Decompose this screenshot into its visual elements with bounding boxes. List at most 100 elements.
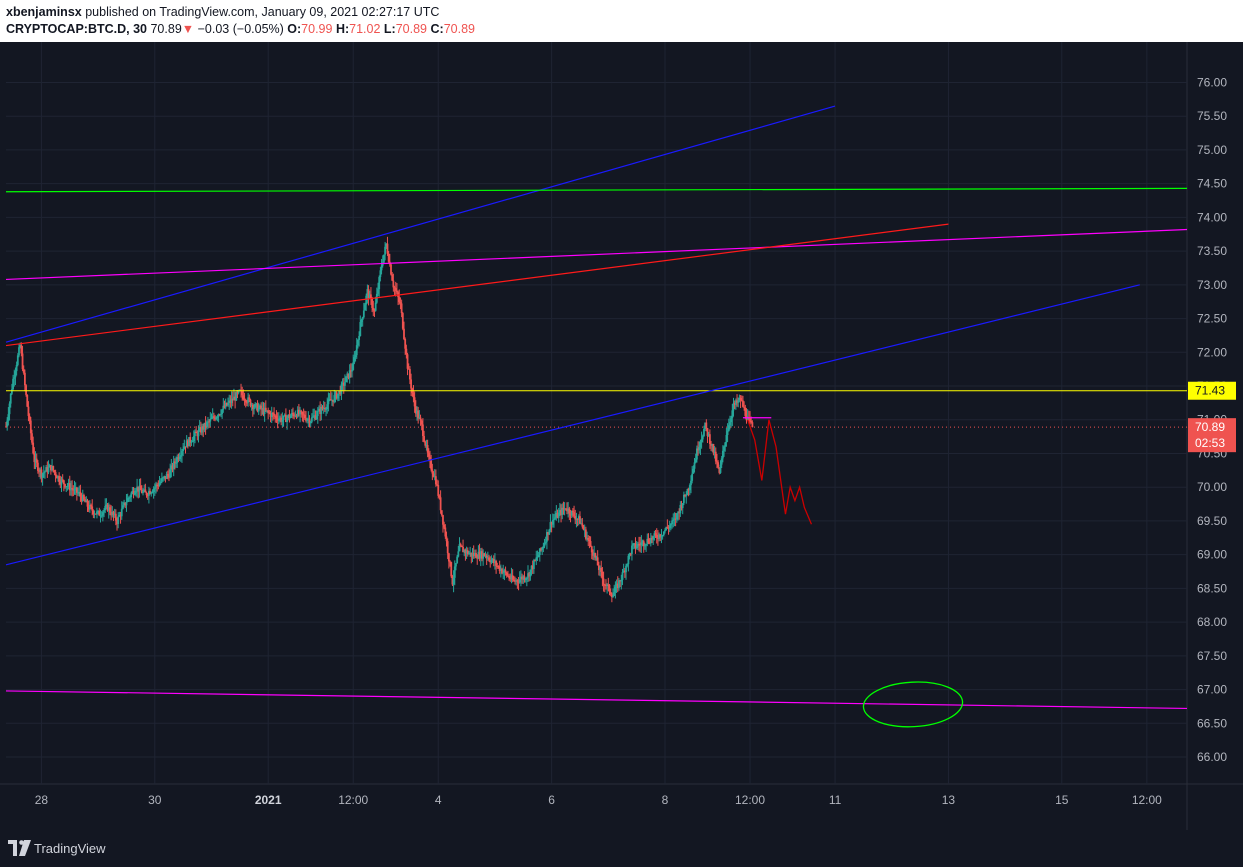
candle-body — [79, 491, 82, 497]
trend-line — [5, 690, 1188, 710]
candle-body — [621, 572, 624, 580]
tradingview-brand[interactable]: TradingView — [34, 841, 106, 856]
candle-body — [743, 406, 746, 408]
candle-body — [733, 403, 736, 405]
candle-body — [496, 565, 499, 567]
candle-body — [417, 410, 420, 419]
candle-body — [229, 400, 232, 403]
trend-line — [5, 105, 836, 343]
candle-body — [511, 575, 514, 580]
candle-body — [693, 462, 696, 469]
candle-body — [221, 409, 224, 415]
candle-body — [250, 404, 253, 406]
candle-body — [181, 451, 183, 456]
candle-body — [550, 522, 553, 525]
candle-body — [319, 408, 322, 414]
time-tick-label: 8 — [662, 793, 669, 807]
price-tick-label: 73.00 — [1197, 278, 1227, 292]
candle-body — [651, 538, 653, 540]
candle-body — [495, 561, 498, 566]
candle-body — [560, 510, 562, 516]
candle-body — [601, 571, 604, 579]
candle-body — [223, 405, 226, 408]
candle-body — [492, 558, 495, 564]
candle-body — [712, 444, 715, 453]
price-tick-label: 75.50 — [1197, 109, 1227, 123]
candle-body — [288, 414, 291, 419]
candle-body — [372, 307, 375, 311]
candle-body — [112, 511, 115, 516]
candle-body — [742, 400, 744, 407]
candle-body — [738, 397, 741, 401]
publisher-name[interactable]: xbenjaminsx — [6, 5, 82, 19]
candle-body — [316, 411, 319, 417]
candle-body — [642, 541, 645, 547]
candle-body — [35, 458, 38, 463]
candle-body — [264, 407, 267, 411]
candle-body — [710, 443, 712, 446]
candle-body — [62, 480, 65, 485]
price-tick-label: 72.00 — [1197, 345, 1227, 359]
candle-body — [609, 591, 612, 595]
candle-body — [28, 415, 31, 421]
candle-body — [360, 319, 363, 323]
candle-body — [334, 392, 337, 396]
candle-body — [739, 397, 742, 401]
candle-body — [460, 545, 463, 547]
candle-body — [618, 580, 620, 589]
candle-body — [335, 392, 338, 399]
candle-body — [346, 373, 349, 377]
candle-body — [553, 518, 555, 520]
time-axis[interactable]: 28 30 2021 12:00 4 6 8 12:00 11 13 15 12:00 — [35, 793, 1162, 807]
candle-body — [391, 274, 394, 281]
candle-body — [323, 407, 326, 410]
candle-body — [67, 483, 70, 487]
candle-body — [170, 465, 173, 470]
candle-body — [664, 529, 666, 532]
candle-body — [110, 512, 113, 516]
candle-body — [54, 472, 57, 476]
candle-body — [466, 550, 469, 555]
candle-body — [98, 510, 101, 516]
tradingview-logo-icon[interactable] — [8, 840, 32, 856]
candle-body — [457, 551, 460, 557]
candle-body — [483, 553, 486, 557]
candle-body — [608, 584, 611, 592]
price-tick-label: 76.00 — [1197, 75, 1227, 89]
price-chart[interactable]: 66.00 66.50 67.00 67.50 68.00 68.50 69.00 69.50… — [0, 42, 1243, 830]
candle-body — [393, 287, 396, 289]
candle-body — [580, 523, 583, 525]
candle-body — [40, 469, 43, 478]
candle-body — [300, 410, 303, 412]
candle-body — [398, 297, 401, 302]
candle-body — [547, 532, 549, 535]
candle-body — [584, 529, 587, 539]
price-badges: 71.43 70.89 02:53 — [1188, 381, 1236, 453]
candle-body — [509, 578, 512, 580]
high-label: H: — [335, 22, 350, 36]
candle-body — [302, 414, 305, 416]
candle-body — [309, 421, 312, 424]
candle-body — [619, 580, 622, 582]
candle-body — [475, 553, 477, 558]
symbol-label[interactable]: CRYPTOCAP:BTC.D, 30 — [6, 22, 147, 36]
candle-body — [516, 580, 519, 582]
candle-body — [463, 549, 466, 553]
candle-body — [431, 469, 434, 474]
candle-body — [155, 484, 157, 488]
candle-body — [307, 418, 310, 420]
candle-body — [340, 384, 343, 395]
drawing-layer[interactable] — [5, 105, 1188, 729]
candle-body — [74, 487, 77, 489]
candle-body — [736, 400, 738, 403]
level-price-badge — [1188, 381, 1236, 400]
candle-body — [352, 362, 355, 370]
candle-body — [164, 476, 167, 479]
projection-path — [747, 419, 813, 525]
candle-body — [293, 414, 296, 417]
candle-body — [534, 560, 536, 562]
candle-body — [241, 391, 244, 396]
candle-body — [301, 411, 304, 415]
price-axis[interactable]: 66.00 66.50 67.00 67.50 68.00 68.50 69.00 69.50… — [1197, 75, 1227, 764]
candle-body — [541, 547, 544, 550]
